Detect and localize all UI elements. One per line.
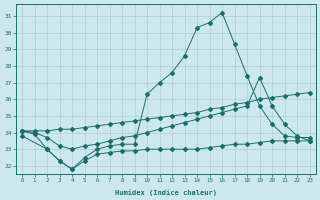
X-axis label: Humidex (Indice chaleur): Humidex (Indice chaleur) <box>115 189 217 196</box>
